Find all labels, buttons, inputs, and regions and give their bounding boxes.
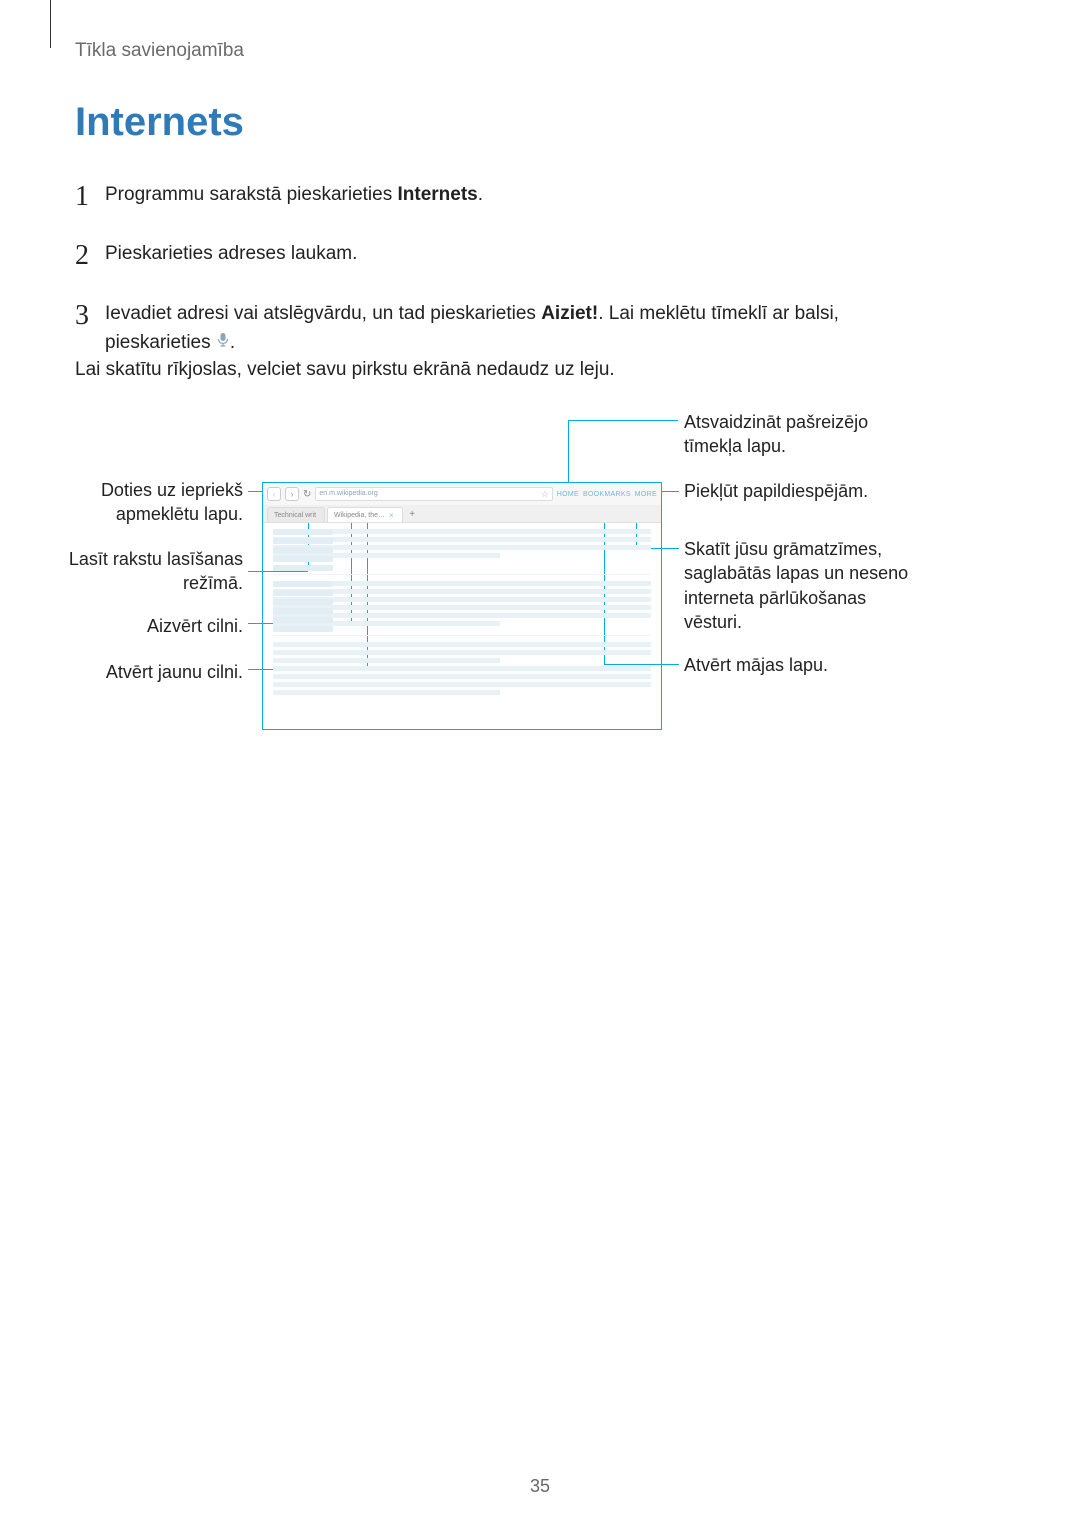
step-body: Ievadiet adresi vai atslēgvārdu, un tad … [105,294,945,358]
address-bar[interactable]: en.m.wikipedia.org ☆ [315,487,552,501]
step-number: 3 [75,294,105,337]
bookmarks-button[interactable]: BOOKMARKS [583,491,631,498]
step-body: Programmu sarakstā pieskarieties Interne… [105,175,945,209]
callout-back: Doties uz iepriekš apmeklētu lapu. [85,478,243,527]
forward-button[interactable]: › [285,487,299,501]
page-number: 35 [0,1476,1080,1497]
callout-close-tab: Aizvērt cilni. [103,614,243,638]
step-number: 1 [75,175,105,218]
step-suffix: . [478,184,483,205]
page-top-rule [50,0,51,48]
step-number: 2 [75,234,105,277]
callout-bookmarks-history: Skatīt jūsu grāmatzīmes, saglabātās lapa… [684,537,924,634]
new-tab-button[interactable]: + [405,507,420,522]
breadcrumb: Tīkla savienojamība [75,40,244,62]
home-button[interactable]: HOME [557,491,579,498]
more-button[interactable]: MORE [635,491,657,498]
callout-more: Piekļūt papildiespējām. [684,479,924,503]
tab-active[interactable]: Wikipedia, the… × [327,507,403,522]
address-text: en.m.wikipedia.org [319,488,377,500]
bookmark-star-icon[interactable]: ☆ [541,488,549,500]
refresh-icon[interactable]: ↻ [303,489,311,500]
callout-new-tab: Atvērt jaunu cilni. [103,660,243,684]
tab-label: Wikipedia, the… [334,512,385,519]
step-1: 1 Programmu sarakstā pieskarieties Inter… [75,175,945,218]
step-body: Pieskarieties adreses laukam. [105,234,945,268]
tab-bar: Technical writ Wikipedia, the… × + [263,505,661,523]
connector-line [568,420,678,421]
steps-list: 1 Programmu sarakstā pieskarieties Inter… [75,175,945,374]
step-icon-suffix: . [230,332,235,353]
connector-line [568,420,569,485]
browser-screenshot: ‹ › ↻ en.m.wikipedia.org ☆ HOME BOOKMARK… [262,482,662,730]
callout-refresh: Atsvaidzināt pašreizējo tīmekļa lapu. [684,410,924,459]
back-button[interactable]: ‹ [267,487,281,501]
step-text: Programmu sarakstā pieskarieties [105,184,398,205]
close-tab-icon[interactable]: × [389,511,394,520]
page-title: Internets [75,100,244,145]
after-steps-text: Lai skatītu rīkjoslas, velciet savu pirk… [75,355,945,384]
page-content-mock [263,523,661,704]
step-text: Pieskarieties adreses laukam. [105,243,357,264]
tab-label: Technical writ [274,512,316,519]
step-bold: Internets [398,184,478,205]
step-2: 2 Pieskarieties adreses laukam. [75,234,945,277]
tab-inactive[interactable]: Technical writ [267,507,325,522]
callout-home: Atvērt mājas lapu. [684,653,924,677]
step-3: 3 Ievadiet adresi vai atslēgvārdu, un ta… [75,294,945,358]
annotated-diagram: Doties uz iepriekš apmeklētu lapu. Lasīt… [0,410,1080,740]
microphone-icon [216,328,230,357]
step-bold: Aiziet! [541,303,598,324]
callout-reader-mode: Lasīt rakstu lasīšanas režīmā. [60,547,243,596]
step-text: Ievadiet adresi vai atslēgvārdu, un tad … [105,303,541,324]
browser-toolbar: ‹ › ↻ en.m.wikipedia.org ☆ HOME BOOKMARK… [263,483,661,505]
